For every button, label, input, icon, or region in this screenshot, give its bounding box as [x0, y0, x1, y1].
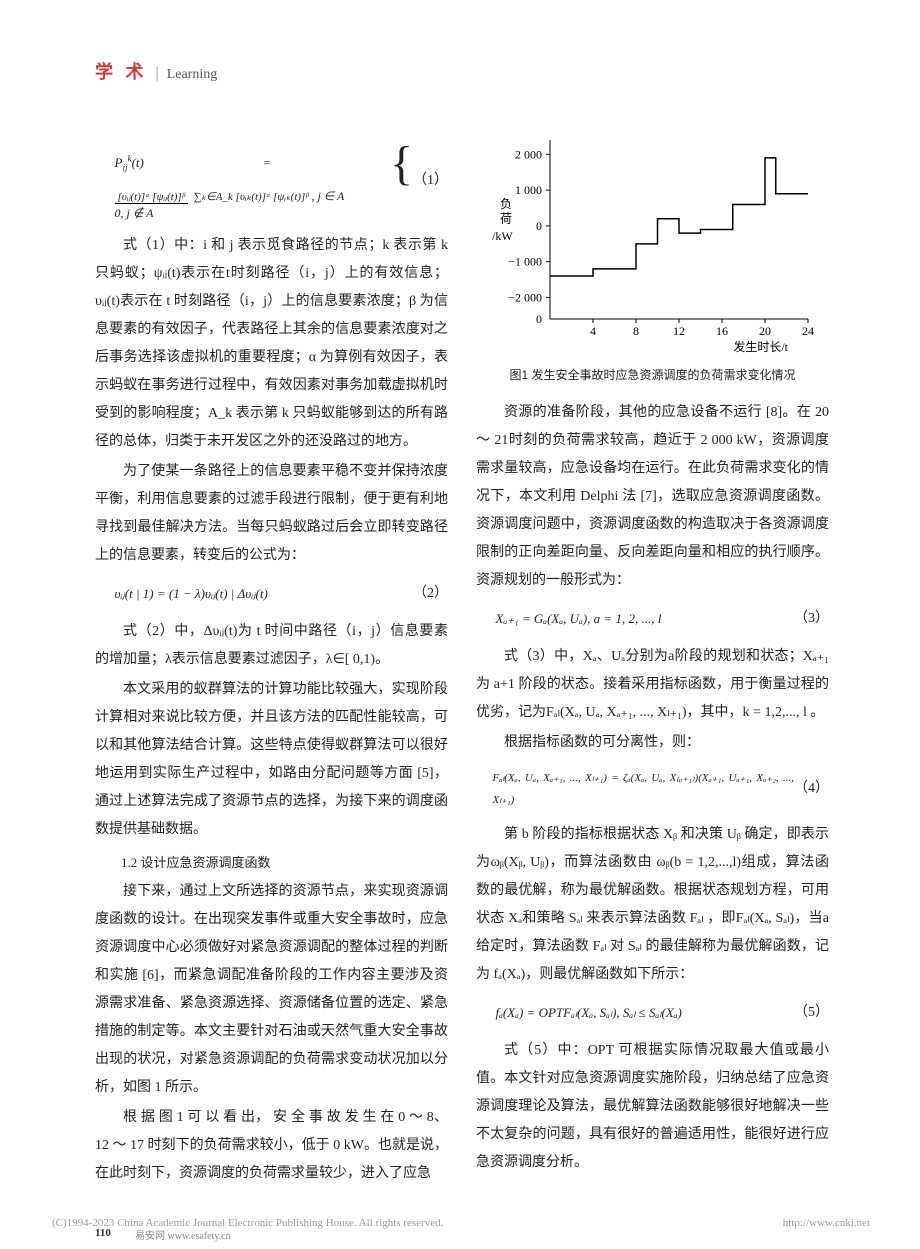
svg-text:24: 24: [802, 324, 814, 338]
paragraph-8: 式（3）中，Xₐ、Uₐ分别为a阶段的规划和状态；Xₐ₊₁为 a+1 阶段的状态。…: [476, 643, 829, 727]
svg-text:0: 0: [536, 312, 542, 326]
equation-3: Xₐ₊₁ = Gₐ(Xₐ, Uₐ), a = 1, 2, ..., l （3）: [476, 605, 829, 633]
chart-svg: −2 000 −1 000 0 1 000 2 000 0 4 8 12 16 20 24 负荷/kW 发…: [488, 130, 818, 355]
header-zh: 学 术: [95, 58, 148, 84]
eq1-sub: ij: [122, 163, 127, 173]
equation-2-body: υᵢⱼ(t | 1) = (1 − λ)υᵢⱼ(t) | Δυᵢⱼ(t): [95, 581, 268, 607]
svg-text:8: 8: [633, 324, 639, 338]
eq1-numerator: [υᵢⱼ(t)]ᵅ [ψᵢⱼ(t)]ᵝ: [115, 191, 188, 204]
equation-4-body: Fₐₗ(Xₐ, Uₐ, Xₐ₊₁, ..., Xₗ₊₁) = ζₐ(Xₐ, Uₐ…: [476, 767, 794, 811]
equation-2-number: （2）: [413, 580, 448, 608]
equation-5-body: fₐ(Xₐ) = OPTFₐₗ(Xₐ, Sₐₗ), Sₐₗ ≤ Sₐₗ(Xₐ): [476, 1000, 682, 1026]
eq1-fraction: [υᵢⱼ(t)]ᵅ [ψᵢⱼ(t)]ᵝ ∑ₖ∈A_k [υᵢₖ(t)]ᵅ [ψᵢ…: [115, 190, 312, 205]
footer-copyright: (C)1994-2023 China Academic Journal Elec…: [52, 1217, 443, 1229]
svg-text:/kW: /kW: [492, 229, 513, 243]
footer-site: 易安网 www.esafety.cn: [135, 1227, 231, 1242]
equation-3-number: （3）: [794, 605, 829, 633]
svg-text:12: 12: [673, 324, 685, 338]
figure-1-caption: 图1 发生安全事故时应急资源调度的负荷需求变化情况: [476, 363, 829, 387]
eq1-case2: 0, j ∉ A: [115, 206, 154, 220]
paragraph-6: 根 据 图 1 可 以 看 出， 安 全 事 故 发 生 在 0 ～ 8、12 …: [95, 1104, 448, 1188]
svg-text:0: 0: [536, 219, 542, 233]
svg-text:4: 4: [590, 324, 596, 338]
svg-text:16: 16: [716, 324, 728, 338]
paragraph-2: 为了使某一条路径上的信息要素平稳不变并保持浓度平衡，利用信息要素的过滤手段进行限…: [95, 458, 448, 570]
paragraph-1: 式（1）中：i 和 j 表示觅食路径的节点；k 表示第 k 只蚂蚁；ψᵢⱼ(t)…: [95, 232, 448, 456]
paragraph-11: 式（5）中：OPT 可根据实际情况取最大值或最小值。本文针对应急资源调度实施阶段…: [476, 1037, 829, 1177]
equation-1-number: （1）: [413, 167, 448, 195]
left-column: Pijk(t) = { [υᵢⱼ(t)]ᵅ [ψᵢⱼ(t)]ᵝ ∑ₖ∈A_k […: [95, 130, 448, 1190]
eq1-cases: [υᵢⱼ(t)]ᵅ [ψᵢⱼ(t)]ᵝ ∑ₖ∈A_k [υᵢₖ(t)]ᵅ [ψᵢ…: [115, 188, 345, 222]
svg-text:−1 000: −1 000: [508, 255, 542, 269]
paragraph-9: 根据指标函数的可分离性，则：: [476, 729, 829, 757]
section-header: 学 术 | Learning: [95, 58, 217, 84]
svg-text:−2 000: −2 000: [508, 291, 542, 305]
svg-text:20: 20: [759, 324, 771, 338]
paragraph-5: 接下来，通过上文所选择的资源节点，来实现资源调度函数的设计。在出现突发事件或重大…: [95, 878, 448, 1102]
equation-1: Pijk(t) = { [υᵢⱼ(t)]ᵅ [ψᵢⱼ(t)]ᵝ ∑ₖ∈A_k […: [95, 140, 448, 222]
equation-5: fₐ(Xₐ) = OPTFₐₗ(Xₐ, Sₐₗ), Sₐₗ ≤ Sₐₗ(Xₐ) …: [476, 999, 829, 1027]
paragraph-4: 本文采用的蚁群算法的计算功能比较强大，实现阶段计算相对来说比较方便，并且该方法的…: [95, 676, 448, 844]
eq1-t: (t) =: [132, 155, 272, 170]
header-en: Learning: [167, 67, 218, 83]
svg-text:荷: 荷: [500, 211, 512, 225]
equation-5-number: （5）: [794, 999, 829, 1027]
content-columns: Pijk(t) = { [υᵢⱼ(t)]ᵅ [ψᵢⱼ(t)]ᵝ ∑ₖ∈A_k […: [95, 130, 830, 1190]
paragraph-10: 第 b 阶段的指标根据状态 Xᵦ 和决策 Uᵦ 确定，即表示为ωᵦ(Xᵦ, Uᵦ…: [476, 821, 829, 989]
svg-text:2 000: 2 000: [515, 147, 542, 161]
footer-cnki-link: http://www.cnki.net: [783, 1217, 870, 1229]
section-1-2-title: 1.2 设计应急资源调度函数: [95, 850, 448, 876]
paragraph-3: 式（2）中，Δυᵢⱼ(t)为 t 时间中路径（i，j）信息要素的增加量；λ表示信…: [95, 618, 448, 674]
brace-icon: {: [390, 140, 413, 188]
svg-text:1 000: 1 000: [515, 183, 542, 197]
eq1-denominator: ∑ₖ∈A_k [υᵢₖ(t)]ᵅ [ψᵢₖ(t)]ᵝ: [191, 191, 312, 203]
paragraph-7: 资源的准备阶段，其他的应急设备不运行 [8]。在 20 ～ 21时刻的负荷需求较…: [476, 399, 829, 595]
equation-1-body: Pijk(t) = { [υᵢⱼ(t)]ᵅ [ψᵢⱼ(t)]ᵝ ∑ₖ∈A_k […: [95, 140, 413, 222]
svg-text:发生时长/t: 发生时长/t: [733, 339, 788, 354]
equation-2: υᵢⱼ(t | 1) = (1 − λ)υᵢⱼ(t) | Δυᵢⱼ(t) （2）: [95, 580, 448, 608]
header-divider: |: [156, 65, 159, 83]
right-column: −2 000 −1 000 0 1 000 2 000 0 4 8 12 16 20 24 负荷/kW 发…: [476, 130, 829, 1190]
figure-1-chart: −2 000 −1 000 0 1 000 2 000 0 4 8 12 16 20 24 负荷/kW 发…: [488, 130, 818, 355]
eq1-cond1: , j ∈ A: [311, 189, 344, 203]
equation-4: Fₐₗ(Xₐ, Uₐ, Xₐ₊₁, ..., Xₗ₊₁) = ζₐ(Xₐ, Uₐ…: [476, 767, 829, 811]
svg-text:负: 负: [500, 197, 512, 211]
equation-4-number: （4）: [794, 775, 829, 803]
equation-3-body: Xₐ₊₁ = Gₐ(Xₐ, Uₐ), a = 1, 2, ..., l: [476, 606, 661, 632]
